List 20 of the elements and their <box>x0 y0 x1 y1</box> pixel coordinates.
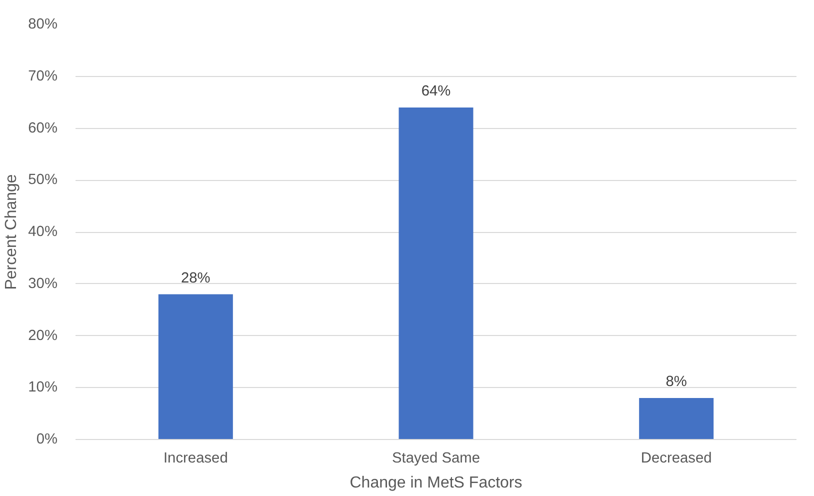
y-tick-label: 10% <box>28 380 58 396</box>
x-axis-title: Change in MetS Factors <box>350 474 522 492</box>
x-tick-label: Stayed Same <box>392 450 480 466</box>
data-label: 8% <box>666 374 687 390</box>
y-tick-label: 40% <box>28 224 58 240</box>
bar <box>639 398 714 440</box>
y-tick-label: 0% <box>36 432 58 448</box>
y-tick-label: 60% <box>28 120 58 136</box>
x-tick-label: Increased <box>163 450 228 466</box>
data-label: 28% <box>181 270 210 286</box>
bar <box>398 108 474 440</box>
y-tick-label: 50% <box>28 172 58 188</box>
data-label: 64% <box>421 84 451 100</box>
y-tick-label: 80% <box>28 16 58 32</box>
bar <box>158 294 233 440</box>
y-tick-label: 20% <box>28 328 58 344</box>
y-tick-label: 30% <box>28 276 58 292</box>
y-tick-label: 70% <box>28 68 58 84</box>
y-axis-title: Percent Change <box>3 174 20 290</box>
x-tick-label: Decreased <box>640 450 712 466</box>
